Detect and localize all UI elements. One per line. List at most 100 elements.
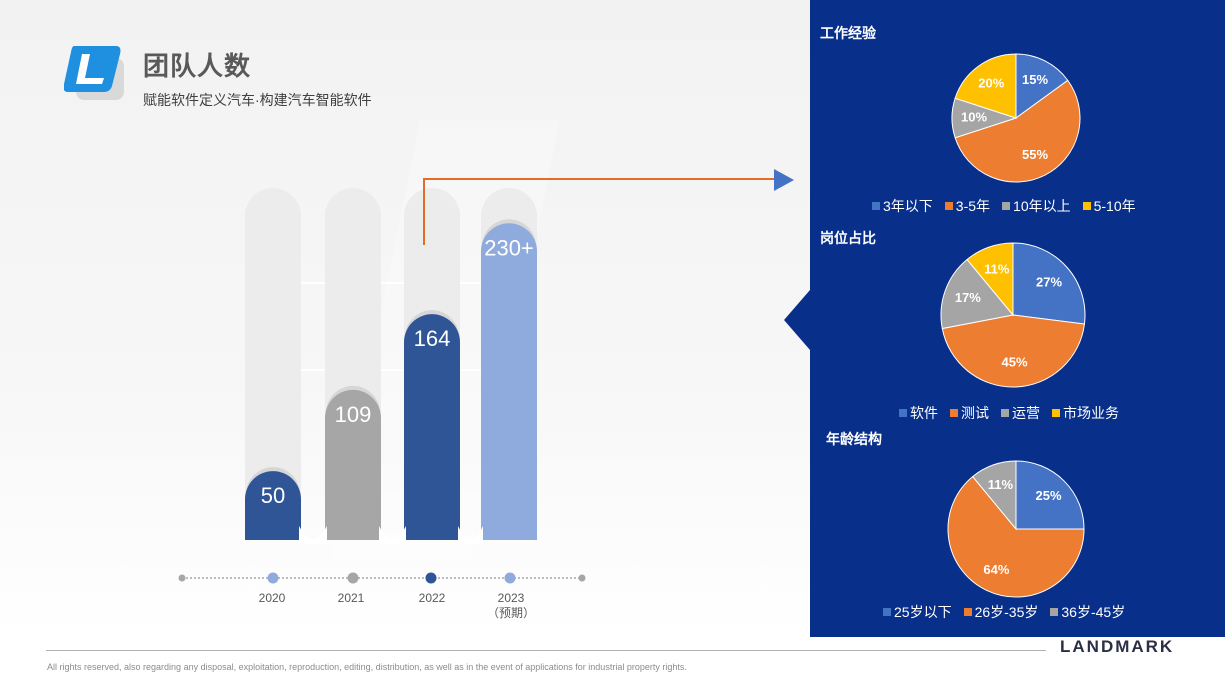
- pie-slice-label: 25%: [1036, 488, 1062, 503]
- legend-label: 市场业务: [1063, 405, 1119, 421]
- bar-value-label: 109: [335, 402, 372, 427]
- bar-value-label: 50: [261, 483, 285, 508]
- brand-wordmark: LANDMARK: [1060, 637, 1175, 656]
- pie-slice-label: 17%: [955, 290, 981, 305]
- legend-item: 36岁-45岁: [1050, 602, 1125, 622]
- legend-swatch: [1002, 202, 1011, 210]
- panel-notch: [784, 290, 810, 350]
- bar-base-2023: [481, 512, 537, 540]
- bar-value-label: 230+: [484, 235, 534, 260]
- legend-item: 测试: [950, 403, 989, 423]
- pie-slice: [1012, 242, 1086, 325]
- pie-title-age: 年龄结构: [826, 431, 882, 447]
- legend-label: 3年以下: [883, 198, 933, 214]
- legend-item: 运营: [1001, 403, 1040, 423]
- legend-label: 5-10年: [1093, 198, 1136, 214]
- legend-item: 3年以下: [872, 196, 933, 216]
- pie-slice-label: 11%: [988, 477, 1014, 492]
- pie-slice-label: 10%: [961, 109, 987, 124]
- bar-2023: [481, 223, 537, 541]
- pie-slice: [1015, 460, 1085, 530]
- legend-label: 26岁-35岁: [974, 604, 1039, 620]
- legend-swatch: [1050, 608, 1059, 616]
- pie-slice-label: 64%: [983, 562, 1009, 577]
- pie-slice-label: 20%: [978, 75, 1004, 90]
- company-logo-icon: [64, 46, 124, 100]
- legend-label: 10年以上: [1013, 198, 1071, 214]
- legend-swatch: [899, 409, 907, 417]
- legend-label: 软件: [910, 405, 938, 421]
- legend-item: 软件: [899, 403, 938, 423]
- footer-disclaimer: All rights reserved, also regarding any …: [47, 662, 687, 672]
- pie-slice: [941, 314, 1085, 388]
- page-title: 团队人数: [143, 51, 252, 81]
- team-size-bar-chart: 50 109 164 230+ 2020 2021 2022 2023（预期）: [178, 169, 794, 620]
- pie-slice-label: 55%: [1022, 147, 1048, 162]
- bar-connector: [379, 526, 406, 544]
- legend-label: 3-5年: [955, 198, 991, 214]
- callout-arrow-line: [423, 178, 775, 245]
- bar-value-label: 164: [414, 326, 451, 351]
- pie-slice: [966, 242, 1014, 317]
- callout-arrow-head-icon: [774, 169, 794, 191]
- pie-slice: [940, 258, 1014, 330]
- legend-label: 测试: [961, 405, 989, 421]
- legend-item: 26岁-35岁: [963, 602, 1039, 622]
- bar-base-2021: [325, 512, 381, 540]
- pie-slice: [971, 460, 1017, 531]
- pie-slice-label: 11%: [984, 261, 1010, 276]
- legend-item: 10年以上: [1002, 196, 1071, 216]
- legend-swatch: [1052, 409, 1060, 417]
- pie-chart-experience: 15% 55% 10% 20%: [951, 53, 1081, 183]
- legend-swatch: [872, 202, 880, 210]
- page-subtitle: 赋能软件定义汽车·构建汽车智能软件: [143, 92, 372, 108]
- bar-2021: [325, 389, 381, 540]
- legend-item: 5-10年: [1082, 196, 1136, 216]
- bar-2022: [404, 314, 460, 540]
- timeline-dot: [425, 572, 437, 584]
- legend-item: 市场业务: [1052, 403, 1119, 423]
- legend-swatch: [944, 202, 953, 210]
- bar-track: [245, 188, 301, 540]
- legend-roles: 软件 测试 运营 市场业务: [899, 403, 1131, 423]
- legend-swatch: [963, 608, 972, 616]
- timeline-dot: [504, 572, 516, 584]
- year-tick-label: 2023: [498, 591, 525, 605]
- legend-label: 36岁-45岁: [1061, 604, 1126, 620]
- timeline-end-dot: [178, 574, 186, 582]
- pie-slice-label: 15%: [1022, 72, 1048, 87]
- pie-title-experience: 工作经验: [820, 25, 876, 41]
- year-note-label: （预期）: [487, 606, 535, 620]
- pie-slice-label: 45%: [1001, 354, 1027, 369]
- legend-swatch: [1001, 409, 1009, 417]
- pie-chart-age: 25% 64% 11%: [947, 460, 1085, 598]
- year-tick-label: 2021: [338, 591, 365, 605]
- pie-slice: [947, 475, 1085, 598]
- legend-age: 25岁以下 26岁-35岁 36岁-45岁: [883, 602, 1137, 622]
- bar-base-2020: [245, 512, 301, 540]
- legend-swatch: [883, 608, 891, 616]
- legend-label: 运营: [1012, 405, 1040, 421]
- timeline-dot: [347, 572, 359, 584]
- legend-label: 25岁以下: [894, 604, 952, 620]
- legend-swatch: [1082, 202, 1091, 210]
- timeline-dot: [267, 572, 279, 584]
- legend-item: 3-5年: [944, 196, 991, 216]
- pie-title-roles: 岗位占比: [820, 230, 876, 246]
- bar-connector: [458, 526, 483, 544]
- year-tick-label: 2022: [419, 591, 446, 605]
- footer-divider: [46, 650, 1046, 651]
- pie-slice-label: 27%: [1036, 275, 1062, 290]
- bar-base-2022: [404, 512, 460, 540]
- pie-chart-roles: 27% 45% 17%11%: [940, 242, 1086, 388]
- legend-swatch: [950, 409, 958, 417]
- timeline-end-dot: [578, 574, 586, 582]
- pie-slice: [954, 79, 1081, 183]
- legend-item: 25岁以下: [883, 602, 952, 622]
- pie-slice: [1015, 53, 1069, 119]
- bar-connector: [299, 526, 327, 544]
- year-tick-label: 2020: [259, 591, 286, 605]
- legend-experience: 3年以下 3-5年 10年以上 5-10年: [872, 196, 1148, 216]
- pie-slice: [954, 53, 1017, 119]
